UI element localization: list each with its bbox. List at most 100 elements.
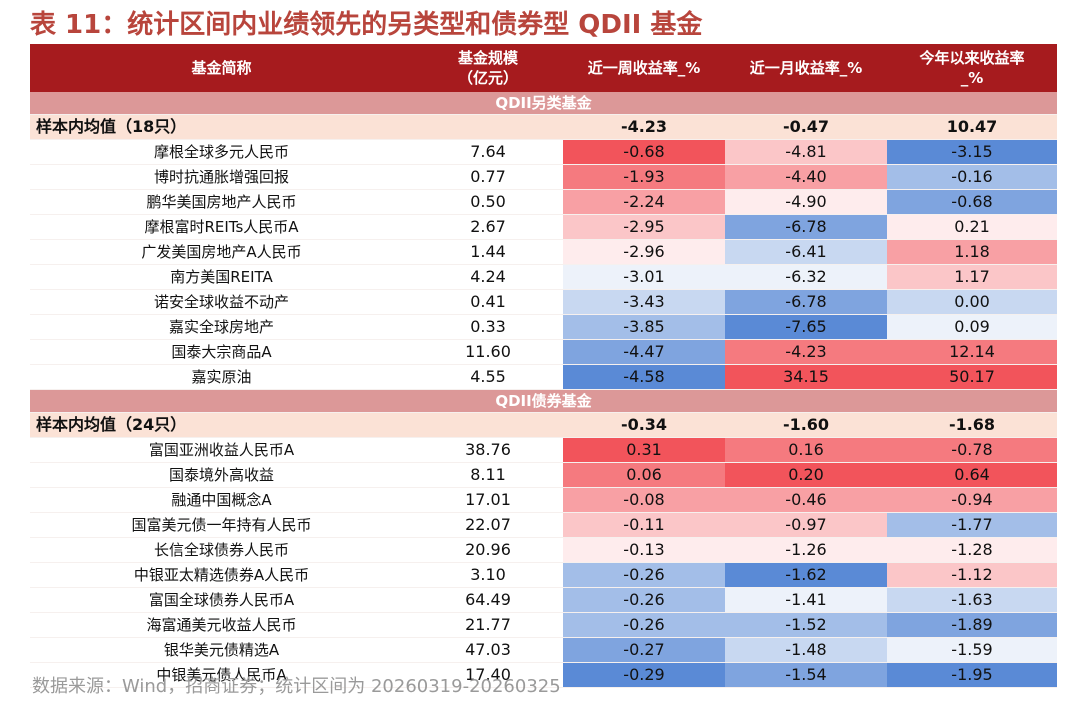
avg-empty-cell — [413, 114, 563, 140]
cell-size: 0.33 — [413, 314, 563, 340]
cell-week: -3.01 — [563, 264, 725, 290]
avg-week-cell: -0.34 — [563, 412, 725, 438]
header-fund-name: 基金简称 — [30, 44, 413, 92]
cell-ytd: -1.77 — [887, 512, 1057, 538]
cell-week: -0.26 — [563, 587, 725, 613]
cell-week: -1.93 — [563, 164, 725, 190]
cell-ytd: 12.14 — [887, 339, 1057, 365]
cell-name: 中银亚太精选债券A人民币 — [30, 562, 413, 588]
cell-size: 20.96 — [413, 537, 563, 563]
cell-week: -0.08 — [563, 487, 725, 513]
sample-average-row: 样本内均值（18只） -4.23 -0.47 10.47 — [30, 114, 1057, 140]
cell-month: -0.97 — [725, 512, 887, 538]
table-row: 中银美元债人民币A 17.40 -0.29 -1.54 -1.95 — [30, 662, 1057, 688]
cell-name: 国富美元债一年持有人民币 — [30, 512, 413, 538]
avg-label-cell: 样本内均值（18只） — [30, 114, 413, 140]
avg-label-cell: 样本内均值（24只） — [30, 412, 413, 438]
cell-ytd: -1.89 — [887, 612, 1057, 638]
cell-week: 0.31 — [563, 437, 725, 463]
cell-month: -1.41 — [725, 587, 887, 613]
cell-month: -6.32 — [725, 264, 887, 290]
source-note: 数据来源：Wind，招商证券；统计区间为 20260319-20260325 — [32, 676, 561, 697]
cell-month: 0.16 — [725, 437, 887, 463]
cell-name: 长信全球债券人民币 — [30, 537, 413, 563]
cell-size: 3.10 — [413, 562, 563, 588]
cell-month: -1.54 — [725, 662, 887, 688]
section-header-row: QDII债券基金 — [30, 389, 1057, 413]
cell-name: 诺安全球收益不动产 — [30, 289, 413, 315]
cell-ytd: -0.78 — [887, 437, 1057, 463]
table-row: 嘉实原油 4.55 -4.58 34.15 50.17 — [30, 364, 1057, 390]
cell-week: -0.11 — [563, 512, 725, 538]
avg-week-cell: -4.23 — [563, 114, 725, 140]
header-week-return: 近一周收益率_% — [563, 44, 725, 92]
table-header-row: 基金简称 基金规模 （亿元） 近一周收益率_% 近一月收益率_% 今年以来收益率 _… — [30, 44, 1057, 92]
cell-month: -4.23 — [725, 339, 887, 365]
cell-ytd: -1.28 — [887, 537, 1057, 563]
cell-month: -1.48 — [725, 637, 887, 663]
cell-week: -2.24 — [563, 189, 725, 215]
table-body: QDII另类基金 样本内均值（18只） -4.23 -0.47 10.47 摩根全球多元人… — [30, 92, 1057, 688]
cell-name: 国泰境外高收益 — [30, 462, 413, 488]
cell-ytd: 1.18 — [887, 239, 1057, 265]
avg-month-cell: -0.47 — [725, 114, 887, 140]
avg-empty-cell — [413, 412, 563, 438]
cell-month: -1.52 — [725, 612, 887, 638]
header-month-return: 近一月收益率_% — [725, 44, 887, 92]
cell-month: 0.20 — [725, 462, 887, 488]
cell-month: -0.46 — [725, 487, 887, 513]
table-row: 融通中国概念A 17.01 -0.08 -0.46 -0.94 — [30, 487, 1057, 513]
table-row: 南方美国REITA 4.24 -3.01 -6.32 1.17 — [30, 264, 1057, 290]
table-row: 博时抗通胀增强回报 0.77 -1.93 -4.40 -0.16 — [30, 164, 1057, 190]
cell-size: 0.50 — [413, 189, 563, 215]
section-label: QDII另类基金 — [30, 92, 1057, 115]
cell-name: 富国亚洲收益人民币A — [30, 437, 413, 463]
cell-ytd: -3.15 — [887, 139, 1057, 165]
cell-ytd: 1.17 — [887, 264, 1057, 290]
cell-name: 嘉实全球房地产 — [30, 314, 413, 340]
cell-month: -4.40 — [725, 164, 887, 190]
fund-table-container: 基金简称 基金规模 （亿元） 近一周收益率_% 近一月收益率_% 今年以来收益率 _… — [30, 44, 1057, 688]
table-row: 摩根富时REITs人民币A 2.67 -2.95 -6.78 0.21 — [30, 214, 1057, 240]
cell-ytd: 0.64 — [887, 462, 1057, 488]
cell-month: -1.26 — [725, 537, 887, 563]
avg-ytd-cell: -1.68 — [887, 412, 1057, 438]
cell-size: 0.77 — [413, 164, 563, 190]
avg-month-cell: -1.60 — [725, 412, 887, 438]
cell-month: -1.62 — [725, 562, 887, 588]
cell-week: -2.96 — [563, 239, 725, 265]
cell-name: 广发美国房地产A人民币 — [30, 239, 413, 265]
table-row: 国泰境外高收益 8.11 0.06 0.20 0.64 — [30, 462, 1057, 488]
cell-week: -0.68 — [563, 139, 725, 165]
cell-ytd: 0.00 — [887, 289, 1057, 315]
cell-name: 海富通美元收益人民币 — [30, 612, 413, 638]
table-row: 中银亚太精选债券A人民币 3.10 -0.26 -1.62 -1.12 — [30, 562, 1057, 588]
cell-size: 0.41 — [413, 289, 563, 315]
cell-name: 摩根富时REITs人民币A — [30, 214, 413, 240]
cell-week: -4.47 — [563, 339, 725, 365]
cell-size: 22.07 — [413, 512, 563, 538]
cell-month: -7.65 — [725, 314, 887, 340]
table-row: 国富美元债一年持有人民币 22.07 -0.11 -0.97 -1.77 — [30, 512, 1057, 538]
cell-name: 博时抗通胀增强回报 — [30, 164, 413, 190]
cell-size: 4.55 — [413, 364, 563, 390]
table-row: 富国全球债券人民币A 64.49 -0.26 -1.41 -1.63 — [30, 587, 1057, 613]
cell-name: 国泰大宗商品A — [30, 339, 413, 365]
fund-performance-table: 基金简称 基金规模 （亿元） 近一周收益率_% 近一月收益率_% 今年以来收益率 _… — [30, 44, 1057, 688]
cell-size: 64.49 — [413, 587, 563, 613]
cell-month: -4.81 — [725, 139, 887, 165]
cell-size: 21.77 — [413, 612, 563, 638]
table-row: 嘉实全球房地产 0.33 -3.85 -7.65 0.09 — [30, 314, 1057, 340]
cell-week: -0.26 — [563, 562, 725, 588]
cell-ytd: 0.21 — [887, 214, 1057, 240]
section-label: QDII债券基金 — [30, 389, 1057, 413]
cell-ytd: -1.63 — [887, 587, 1057, 613]
cell-size: 8.11 — [413, 462, 563, 488]
cell-name: 融通中国概念A — [30, 487, 413, 513]
cell-name: 中银美元债人民币A — [30, 662, 413, 688]
table-row: 银华美元债精选A 47.03 -0.27 -1.48 -1.59 — [30, 637, 1057, 663]
table-row: 富国亚洲收益人民币A 38.76 0.31 0.16 -0.78 — [30, 437, 1057, 463]
cell-name: 南方美国REITA — [30, 264, 413, 290]
table-row: 鹏华美国房地产人民币 0.50 -2.24 -4.90 -0.68 — [30, 189, 1057, 215]
cell-month: -4.90 — [725, 189, 887, 215]
